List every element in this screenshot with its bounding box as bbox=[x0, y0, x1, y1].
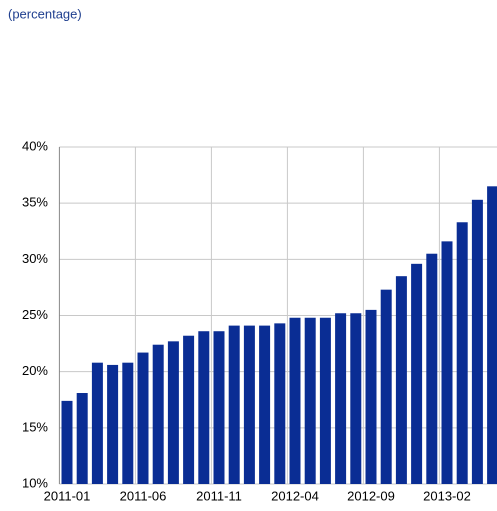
bar bbox=[395, 276, 407, 484]
bar bbox=[335, 313, 347, 484]
bar bbox=[304, 317, 316, 484]
bar bbox=[289, 317, 301, 484]
bar bbox=[122, 362, 134, 484]
y-tick-label: 25% bbox=[22, 307, 48, 322]
chart-subtitle: (percentage) bbox=[8, 6, 82, 21]
bar bbox=[91, 362, 103, 484]
x-tick-label: 2011-11 bbox=[196, 488, 242, 503]
bar bbox=[137, 352, 149, 484]
x-tick-label: 2012-04 bbox=[271, 488, 319, 503]
bar bbox=[183, 335, 195, 484]
bar bbox=[61, 400, 73, 484]
bar bbox=[350, 313, 362, 484]
y-tick-label: 15% bbox=[22, 419, 48, 434]
bar bbox=[380, 289, 392, 484]
bar bbox=[259, 325, 271, 484]
bar bbox=[228, 325, 240, 484]
bar bbox=[274, 323, 286, 484]
x-tick-label: 2013-02 bbox=[423, 488, 471, 503]
bar bbox=[456, 222, 468, 484]
y-tick-label: 30% bbox=[22, 251, 48, 266]
y-tick-label: 35% bbox=[22, 195, 48, 210]
bar bbox=[76, 393, 88, 484]
bar bbox=[319, 317, 331, 484]
bar bbox=[107, 364, 119, 484]
y-tick-label: 40% bbox=[22, 138, 48, 153]
bar bbox=[198, 331, 210, 484]
bar bbox=[471, 199, 483, 484]
y-tick-label: 20% bbox=[22, 363, 48, 378]
x-tick-label: 2012-09 bbox=[347, 488, 395, 503]
bar bbox=[243, 325, 255, 484]
y-tick-label: 10% bbox=[22, 475, 48, 490]
bar bbox=[365, 309, 377, 484]
x-tick-label: 2011-01 bbox=[44, 488, 91, 503]
bar bbox=[411, 263, 423, 484]
bar bbox=[426, 253, 438, 484]
bar bbox=[441, 241, 453, 484]
bar bbox=[167, 341, 179, 484]
x-tick-label: 2011-06 bbox=[120, 488, 167, 503]
bar bbox=[487, 186, 497, 485]
bar bbox=[152, 344, 164, 484]
bar bbox=[213, 331, 225, 484]
